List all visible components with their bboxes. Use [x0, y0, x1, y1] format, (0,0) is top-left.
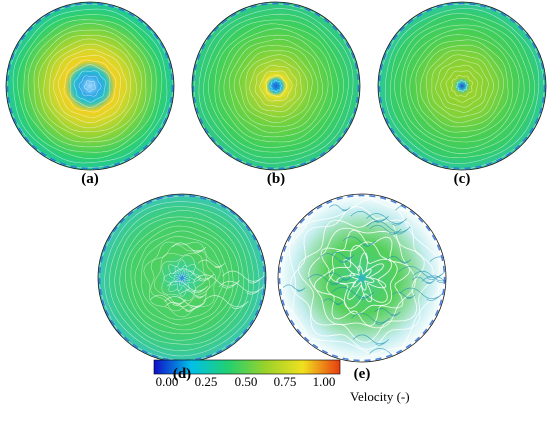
colorbar-tick-3: 0.75 [273, 374, 297, 389]
panel-label-e: (e) [353, 366, 371, 382]
disk-a [5, 1, 175, 171]
colorbar-tick-4: 1.00 [312, 374, 336, 389]
disk-d [97, 193, 267, 363]
colorbar-label: Velocity (-) [350, 389, 410, 404]
panel-label-c: (c) [453, 171, 471, 187]
colorbar-tick-2: 0.50 [234, 374, 258, 389]
disk-e [277, 193, 447, 363]
panel-label-a: (a) [81, 171, 99, 187]
disk-b [191, 1, 361, 171]
disk-c [377, 1, 547, 171]
colorbar [153, 359, 341, 375]
colorbar-tick-1: 0.25 [194, 374, 218, 389]
colorbar-tick-0: 0.00 [155, 374, 179, 389]
panel-label-d: (d) [172, 366, 192, 382]
panel-label-b: (b) [266, 171, 286, 187]
